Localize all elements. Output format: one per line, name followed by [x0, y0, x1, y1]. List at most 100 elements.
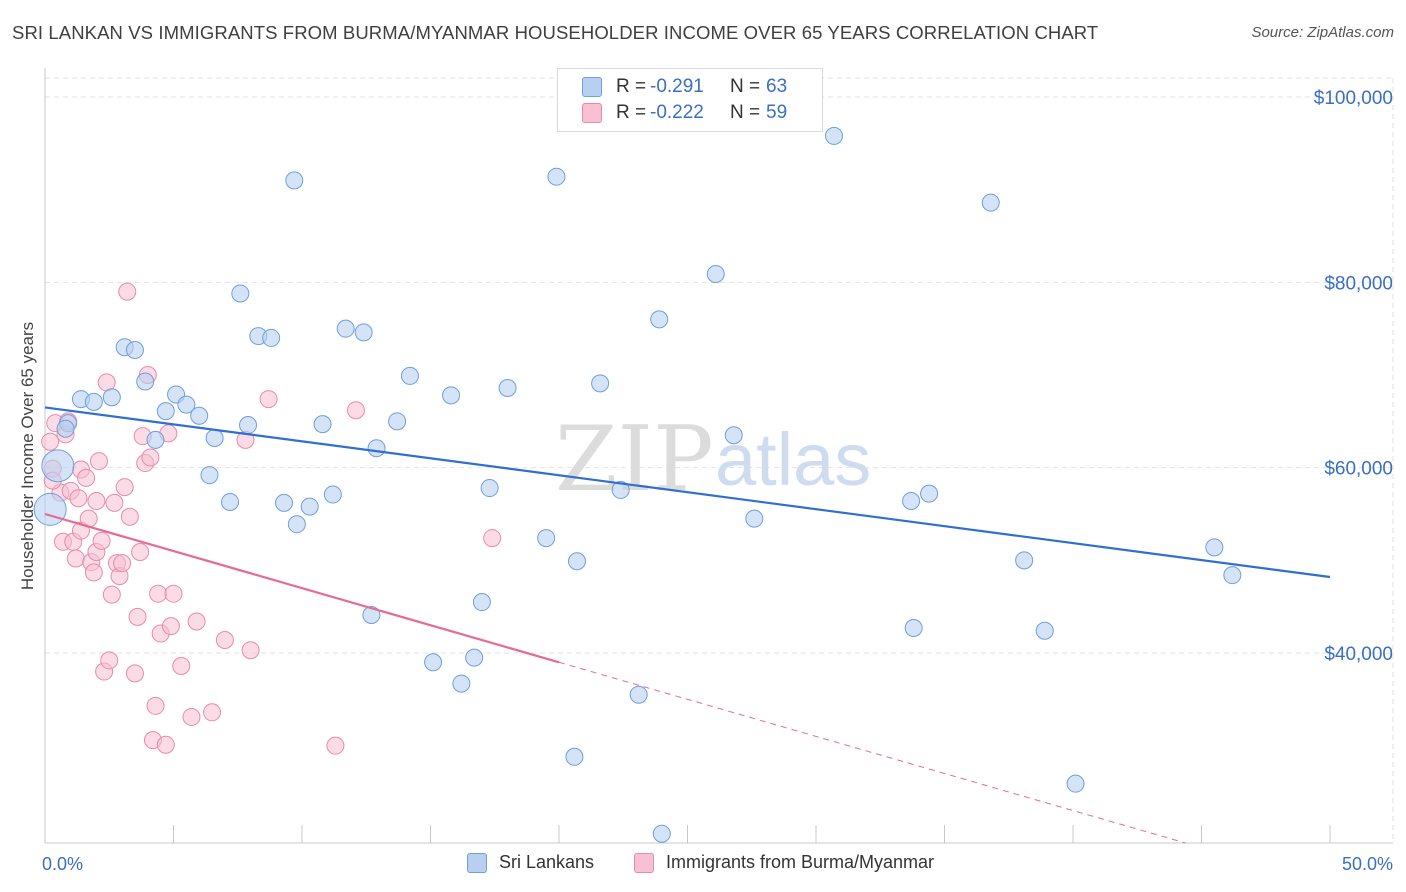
burma-point — [119, 283, 136, 300]
srilankan-point — [201, 467, 218, 484]
legend-swatch-pink — [582, 103, 602, 123]
burma-point — [101, 652, 118, 669]
srilankan-point — [725, 427, 742, 444]
srilankan-point — [288, 516, 305, 533]
legend-r-value: -0.291 — [650, 76, 730, 98]
y-tick-label: $80,000 — [1324, 273, 1393, 294]
burma-point — [327, 737, 344, 754]
srilankan-point — [651, 311, 668, 328]
burma-point — [204, 704, 221, 721]
legend-n-value: 63 — [766, 76, 787, 98]
burma-point — [88, 493, 105, 510]
srilankan-point — [324, 486, 341, 503]
burma-point — [114, 555, 131, 572]
burma-point — [116, 479, 133, 496]
burma-point — [121, 508, 138, 525]
srilankan-point — [401, 367, 418, 384]
legend-label-burma: Immigrants from Burma/Myanmar — [666, 852, 934, 873]
watermark-zip: ZIP — [555, 407, 714, 512]
burma-point — [183, 708, 200, 725]
srilankan-point — [314, 416, 331, 433]
burma-point — [484, 530, 501, 547]
srilankan-point — [982, 194, 999, 211]
legend-item-srilankans[interactable]: Sri Lankans — [467, 852, 594, 873]
legend-item-burma[interactable]: Immigrants from Burma/Myanmar — [634, 852, 934, 873]
srilankan-point — [921, 485, 938, 502]
legend-r-label: R = — [616, 76, 650, 98]
burma-point — [129, 608, 146, 625]
srilankan-point — [630, 686, 647, 703]
burma-point — [216, 632, 233, 649]
legend-swatch-blue — [467, 853, 487, 873]
burma-point — [103, 586, 120, 603]
srilankan-point — [746, 510, 763, 527]
burma-trend-line — [45, 514, 559, 662]
burma-point — [78, 469, 95, 486]
burma-point — [150, 585, 167, 602]
burma-point — [162, 618, 179, 635]
legend-n-value: 59 — [766, 102, 787, 124]
burma-point — [70, 490, 87, 507]
srilankan-point — [301, 498, 318, 515]
srilankan-point — [1016, 552, 1033, 569]
burma-point — [106, 494, 123, 511]
series-legend: Sri Lankans Immigrants from Burma/Myanma… — [0, 852, 1406, 878]
srilankan-point — [191, 407, 208, 424]
srilankan-point — [548, 168, 565, 185]
srilankan-point — [481, 480, 498, 497]
legend-n-label: N = — [730, 76, 766, 98]
burma-point — [260, 391, 277, 408]
legend-swatch-pink — [634, 853, 654, 873]
srilankan-point — [368, 440, 385, 457]
correlation-legend: R = -0.291 N = 63 R = -0.222 N = 59 — [557, 68, 823, 132]
burma-point — [126, 665, 143, 682]
srilankan-point — [206, 430, 223, 447]
srilankan-point — [707, 265, 724, 282]
burma-point — [85, 564, 102, 581]
srilankan-point — [1036, 622, 1053, 639]
srilankan-point — [85, 393, 102, 410]
srilankan-point — [240, 417, 257, 434]
srilankan-point — [34, 493, 66, 525]
srilankan-point — [1067, 775, 1084, 792]
srilankan-point — [337, 320, 354, 337]
burma-trend-extension — [559, 662, 1186, 843]
burma-point — [157, 736, 174, 753]
srilankan-point — [157, 403, 174, 420]
srilankan-point — [103, 389, 120, 406]
srilankan-point — [425, 654, 442, 671]
srilankan-point — [443, 387, 460, 404]
srilankan-point — [499, 379, 516, 396]
srilankan-point — [126, 341, 143, 358]
burma-point — [242, 642, 259, 659]
srilankan-point — [473, 594, 490, 611]
srilankan-point — [825, 127, 842, 144]
srilankan-point — [903, 493, 920, 510]
srilankan-point — [232, 285, 249, 302]
srilankan-point — [653, 825, 670, 842]
legend-row-burma: R = -0.222 N = 59 — [582, 101, 787, 125]
burma-point — [147, 697, 164, 714]
srilankan-point — [276, 494, 293, 511]
series-burma-points — [42, 283, 501, 754]
y-tick-label: $40,000 — [1324, 644, 1393, 665]
legend-label-srilankans: Sri Lankans — [499, 852, 594, 873]
srilankan-point — [42, 450, 74, 482]
legend-row-srilankan: R = -0.291 N = 63 — [582, 75, 787, 99]
legend-swatch-blue — [582, 77, 602, 97]
legend-r-value: -0.222 — [650, 102, 730, 124]
burma-point — [188, 613, 205, 630]
legend-n-label: N = — [730, 102, 766, 124]
burma-point — [142, 449, 159, 466]
srilankan-point — [263, 329, 280, 346]
burma-point — [347, 402, 364, 419]
srilankan-point — [389, 413, 406, 430]
srilankan-point — [905, 619, 922, 636]
srilankan-point — [222, 493, 239, 510]
srilankan-point — [566, 748, 583, 765]
burma-point — [90, 453, 107, 470]
y-tick-label: $100,000 — [1314, 88, 1393, 109]
srilankan-point — [1206, 539, 1223, 556]
legend-r-label: R = — [616, 102, 650, 124]
y-tick-label: $60,000 — [1324, 459, 1393, 480]
